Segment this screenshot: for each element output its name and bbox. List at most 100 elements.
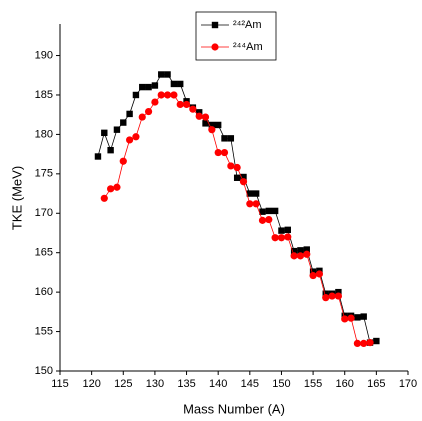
data-point	[202, 120, 209, 127]
data-point	[164, 71, 171, 78]
data-point	[176, 100, 184, 109]
data-point	[220, 148, 229, 157]
data-point	[182, 100, 191, 109]
data-point	[303, 250, 311, 258]
x-tick-label: 125	[114, 378, 132, 390]
data-point	[151, 82, 159, 89]
y-tick-label: 160	[35, 286, 53, 298]
data-point	[347, 314, 355, 322]
data-point	[107, 146, 114, 154]
legend-marker	[211, 43, 219, 51]
legend-label: ²⁴²Am	[233, 19, 262, 31]
data-point	[145, 83, 152, 91]
data-point	[258, 216, 267, 224]
data-point	[170, 80, 178, 88]
data-point	[309, 271, 317, 280]
x-tick-label: 155	[304, 378, 322, 390]
data-point	[309, 268, 317, 275]
y-tick-label: 180	[35, 128, 53, 140]
data-point	[177, 80, 184, 88]
data-point	[284, 226, 291, 234]
data-point	[303, 246, 310, 253]
data-point	[297, 247, 304, 254]
data-point	[126, 110, 133, 118]
data-point	[227, 135, 235, 142]
data-point	[360, 313, 367, 320]
data-point	[354, 314, 361, 321]
data-point	[170, 91, 178, 99]
data-point	[240, 173, 247, 181]
data-point	[233, 163, 241, 172]
data-point	[132, 91, 140, 99]
data-point	[107, 185, 115, 193]
data-point	[373, 337, 380, 345]
data-point	[366, 339, 374, 347]
y-tick-label: 150	[35, 365, 53, 377]
data-point	[100, 194, 108, 202]
x-tick-label: 135	[177, 378, 195, 390]
x-tick-label: 150	[272, 378, 290, 390]
data-point	[328, 292, 336, 300]
legend-label: ²⁴⁴Am	[233, 41, 263, 53]
data-point	[158, 71, 165, 78]
data-point	[113, 183, 121, 191]
data-point	[271, 207, 279, 215]
data-point	[126, 136, 134, 144]
data-point	[265, 207, 272, 215]
y-tick-label: 170	[35, 207, 53, 219]
data-point	[94, 153, 102, 160]
legend-box	[195, 11, 277, 61]
data-point	[252, 200, 260, 208]
data-point	[353, 339, 361, 347]
data-point	[151, 98, 159, 106]
x-tick-label: 140	[209, 378, 227, 390]
x-axis-label: Mass Number (A)	[183, 401, 285, 416]
data-point	[214, 121, 222, 129]
y-tick-label: 185	[35, 89, 53, 101]
data-point	[208, 126, 216, 134]
data-point	[227, 162, 235, 170]
data-point	[239, 178, 248, 186]
x-tick-label: 165	[367, 378, 385, 390]
data-point	[265, 215, 273, 224]
data-point	[196, 109, 203, 116]
data-point	[139, 83, 146, 91]
y-tick-label: 190	[35, 49, 53, 61]
x-tick-label: 115	[51, 378, 69, 390]
y-axis-label: TKE (MeV)	[9, 166, 24, 230]
x-tick-label: 130	[146, 378, 164, 390]
data-point	[221, 135, 228, 142]
series-line	[103, 94, 371, 344]
data-point	[296, 252, 305, 260]
data-point	[138, 113, 146, 121]
data-point	[341, 315, 349, 323]
data-point	[335, 288, 342, 296]
x-tick-label: 145	[241, 378, 259, 390]
y-tick-label: 175	[35, 168, 53, 180]
data-point	[271, 234, 279, 242]
legend-marker	[211, 21, 219, 29]
data-point	[208, 121, 216, 129]
data-point	[214, 148, 222, 157]
data-point	[189, 105, 197, 113]
x-tick-label: 120	[82, 378, 100, 390]
data-point	[195, 112, 203, 120]
data-point	[132, 133, 140, 141]
data-point	[284, 233, 292, 241]
data-point	[246, 190, 254, 197]
data-point	[163, 91, 172, 99]
data-point	[322, 294, 330, 302]
data-point	[290, 252, 298, 260]
data-point	[252, 190, 260, 197]
data-point	[277, 234, 286, 242]
data-point	[113, 126, 121, 133]
data-point	[101, 129, 108, 137]
data-point	[259, 208, 266, 215]
data-point	[246, 200, 254, 208]
data-point	[144, 107, 153, 116]
data-point	[120, 119, 127, 126]
y-tick-label: 155	[35, 325, 53, 337]
data-point	[157, 91, 165, 99]
data-point	[119, 157, 127, 165]
